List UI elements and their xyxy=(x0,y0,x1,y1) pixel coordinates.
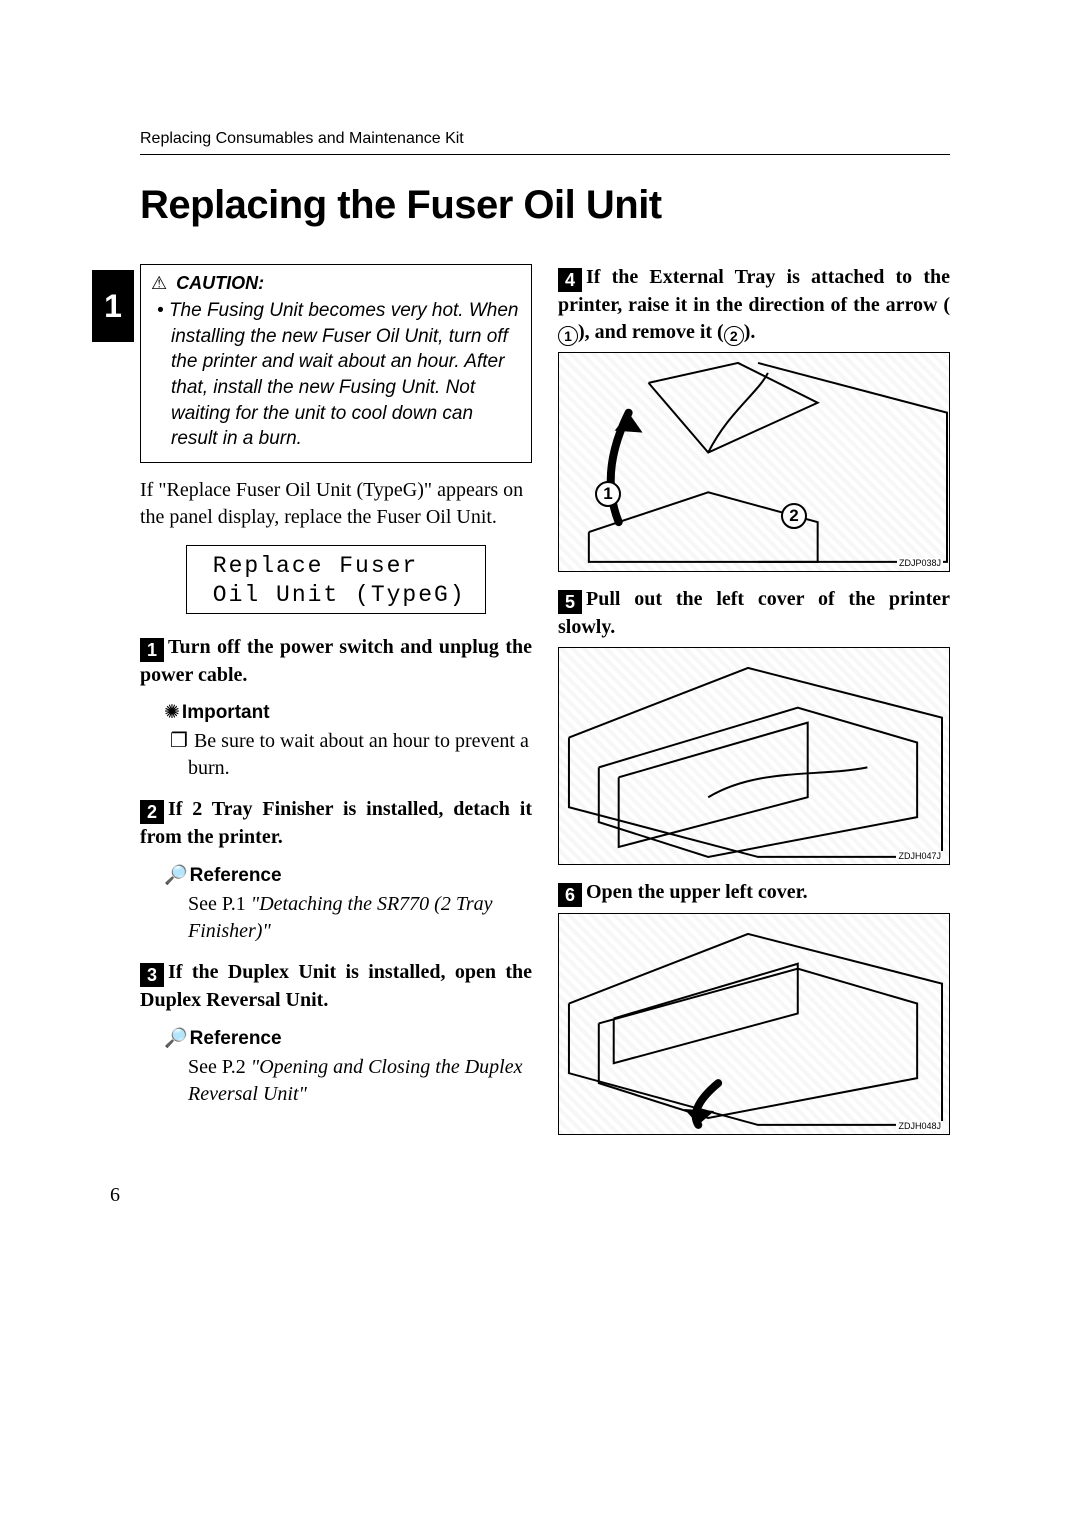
caution-label: CAUTION: xyxy=(176,273,264,293)
step-number-icon: 3 xyxy=(140,963,164,987)
step-1-head: 1Turn off the power switch and unplug th… xyxy=(140,634,532,689)
step-3-text: If the Duplex Unit is installed, open th… xyxy=(140,961,532,1011)
figure-b-sketch xyxy=(559,648,949,865)
figure-c-code: ZDJH048J xyxy=(896,1121,943,1131)
important-body: ❐Be sure to wait about an hour to preven… xyxy=(188,728,532,782)
important-label: ✺Important xyxy=(164,701,532,724)
figure-a-sketch xyxy=(559,353,949,572)
step-number-icon: 6 xyxy=(558,883,582,907)
important-icon: ✺ xyxy=(164,702,180,723)
step-4-post: ). xyxy=(744,321,756,343)
left-column: ⚠ CAUTION: • The Fusing Unit becomes ver… xyxy=(140,264,532,1149)
figure-b-code: ZDJH047J xyxy=(896,851,943,861)
step-3: 3If the Duplex Unit is installed, open t… xyxy=(140,959,532,1108)
ref1-pre: See P.1 xyxy=(188,893,251,915)
step-2-text: If 2 Tray Finisher is installed, detach … xyxy=(140,798,532,848)
page-title: Replacing the Fuser Oil Unit xyxy=(140,183,950,228)
important-text: Important xyxy=(182,702,270,723)
chapter-tab: 1 xyxy=(92,270,134,342)
lcd-line-2: Oil Unit (TypeG) xyxy=(197,581,475,610)
bullet-icon: ❐ xyxy=(170,730,188,752)
caution-heading: ⚠ CAUTION: xyxy=(151,273,521,294)
reference-body-2: See P.2 "Opening and Closing the Duplex … xyxy=(188,1054,532,1108)
reference-label: 🔎Reference xyxy=(164,863,532,887)
caution-box: ⚠ CAUTION: • The Fusing Unit becomes ver… xyxy=(140,264,532,463)
step-2-head: 2If 2 Tray Finisher is installed, detach… xyxy=(140,796,532,851)
inline-circled-2-icon: 2 xyxy=(724,326,744,346)
caution-body: • The Fusing Unit becomes very hot. When… xyxy=(151,298,521,452)
step-5: 5Pull out the left cover of the printer … xyxy=(558,586,950,865)
step-5-head: 5Pull out the left cover of the printer … xyxy=(558,586,950,641)
step-number-icon: 2 xyxy=(140,800,164,824)
step-6-text: Open the upper left cover. xyxy=(586,881,808,903)
lcd-line-1: Replace Fuser xyxy=(197,552,475,581)
step-4-pre: If the External Tray is attached to the … xyxy=(558,266,950,316)
step-6-head: 6Open the upper left cover. xyxy=(558,879,950,907)
page-number: 6 xyxy=(110,1184,120,1207)
step-6: 6Open the upper left cover. ZDJH048J xyxy=(558,879,950,1135)
reference-label: 🔎Reference xyxy=(164,1026,532,1050)
figure-c-sketch xyxy=(559,914,949,1135)
inline-circled-1-icon: 1 xyxy=(558,326,578,346)
step-1-text: Turn off the power switch and unplug the… xyxy=(140,636,532,686)
two-columns: ⚠ CAUTION: • The Fusing Unit becomes ver… xyxy=(140,264,950,1149)
page-body: Replacing Consumables and Maintenance Ki… xyxy=(140,130,950,1149)
important-body-text: Be sure to wait about an hour to prevent… xyxy=(188,730,529,779)
header-rule xyxy=(140,154,950,155)
step-1: 1Turn off the power switch and unplug th… xyxy=(140,634,532,782)
step-number-icon: 5 xyxy=(558,590,582,614)
figure-b: ZDJH047J xyxy=(558,647,950,865)
warning-icon: ⚠ xyxy=(151,273,167,293)
step-4-mid: ), and remove it ( xyxy=(578,321,724,343)
caution-text: The Fusing Unit becomes very hot. When i… xyxy=(169,300,519,449)
intro-paragraph: If "Replace Fuser Oil Unit (TypeG)" appe… xyxy=(140,477,532,531)
reference-text: Reference xyxy=(190,865,282,886)
figure-c: ZDJH048J xyxy=(558,913,950,1135)
step-number-icon: 1 xyxy=(140,638,164,662)
step-3-head: 3If the Duplex Unit is installed, open t… xyxy=(140,959,532,1014)
step-4-head: 4If the External Tray is attached to the… xyxy=(558,264,950,346)
step-4: 4If the External Tray is attached to the… xyxy=(558,264,950,572)
right-column: 4If the External Tray is attached to the… xyxy=(558,264,950,1149)
ref2-pre: See P.2 xyxy=(188,1056,251,1078)
reference-icon: 🔎 xyxy=(164,865,188,886)
step-2: 2If 2 Tray Finisher is installed, detach… xyxy=(140,796,532,945)
reference-body-1: See P.1 "Detaching the SR770 (2 Tray Fin… xyxy=(188,891,532,945)
callout-1: 1 xyxy=(595,481,621,507)
reference-icon: 🔎 xyxy=(164,1028,188,1049)
step-number-icon: 4 xyxy=(558,268,582,292)
reference-text: Reference xyxy=(190,1028,282,1049)
step-5-text: Pull out the left cover of the printer s… xyxy=(558,588,950,638)
running-header: Replacing Consumables and Maintenance Ki… xyxy=(140,130,950,148)
callout-2: 2 xyxy=(781,503,807,529)
figure-a: 1 2 ZDJP038J xyxy=(558,352,950,572)
figure-a-code: ZDJP038J xyxy=(897,558,943,568)
lcd-display: Replace Fuser Oil Unit (TypeG) xyxy=(186,545,486,615)
